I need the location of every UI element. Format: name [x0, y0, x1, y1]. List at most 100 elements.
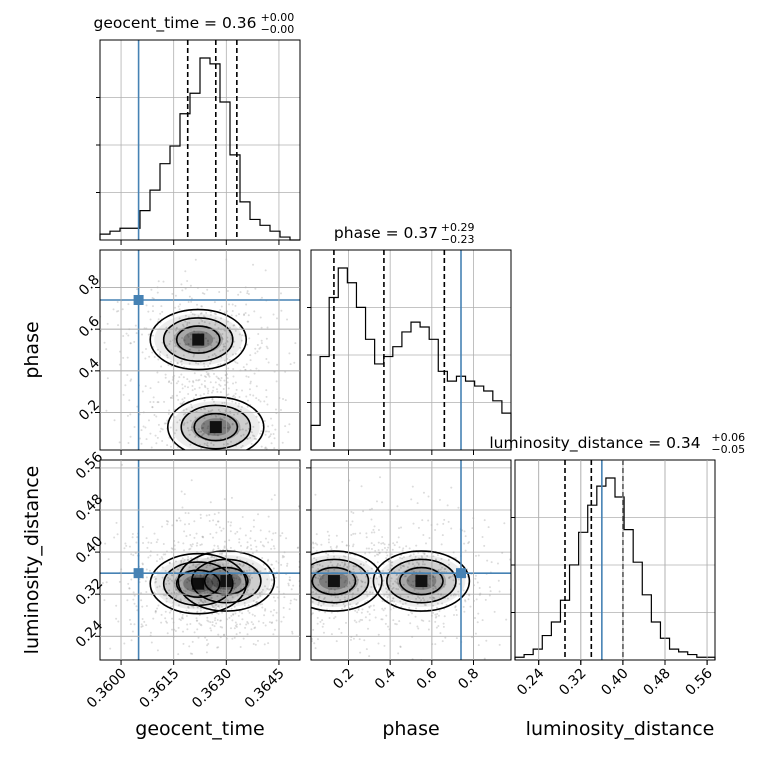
- scatter-point: [255, 397, 258, 400]
- scatter-point: [259, 529, 262, 532]
- scatter-point: [134, 552, 137, 555]
- scatter-point: [293, 534, 295, 536]
- scatter-point: [466, 575, 469, 578]
- scatter-point: [498, 643, 501, 646]
- scatter-point: [285, 590, 287, 592]
- scatter-point: [274, 576, 277, 579]
- scatter-point: [432, 596, 435, 599]
- scatter-point: [274, 408, 277, 411]
- scatter-point: [345, 575, 348, 578]
- scatter-point: [200, 430, 203, 433]
- scatter-point: [390, 577, 393, 580]
- scatter-point: [233, 605, 236, 608]
- scatter-point: [385, 587, 388, 590]
- scatter-point: [156, 348, 159, 351]
- scatter-point: [177, 653, 180, 656]
- scatter-point: [321, 565, 324, 568]
- scatter-point: [214, 604, 217, 607]
- scatter-point: [395, 574, 398, 577]
- scatter-point: [276, 586, 279, 589]
- scatter-point: [243, 455, 245, 457]
- scatter-point: [295, 605, 297, 607]
- scatter-point: [182, 413, 185, 416]
- scatter-point: [260, 326, 263, 329]
- scatter-point: [444, 636, 447, 639]
- scatter-point: [357, 608, 360, 611]
- scatter-point: [207, 342, 210, 345]
- scatter-point: [228, 326, 231, 329]
- scatter-point: [474, 577, 477, 580]
- scatter-point: [214, 453, 216, 455]
- scatter-point: [200, 408, 203, 411]
- scatter-point: [243, 483, 245, 485]
- contour-line: [149, 552, 248, 615]
- scatter-point: [221, 338, 224, 341]
- scatter-point: [259, 591, 262, 594]
- scatter-point: [315, 592, 318, 595]
- scatter-point: [230, 314, 233, 317]
- scatter-point: [295, 463, 297, 465]
- scatter-point: [200, 305, 203, 308]
- scatter-point: [261, 557, 264, 560]
- scatter-point: [454, 557, 457, 560]
- scatter-point: [432, 604, 435, 607]
- scatter-point: [335, 640, 338, 643]
- scatter-point: [171, 547, 174, 550]
- scatter-point: [201, 535, 204, 538]
- scatter-point: [226, 336, 229, 339]
- scatter-point: [216, 611, 219, 614]
- tick-label-x: 0.8: [455, 666, 482, 693]
- scatter-point: [286, 468, 288, 470]
- scatter-point: [202, 315, 205, 318]
- scatter-point: [241, 334, 244, 337]
- scatter-point: [314, 576, 317, 579]
- scatter-point: [129, 342, 132, 345]
- title-plus-error: +0.29: [441, 221, 475, 234]
- scatter-point: [432, 555, 435, 558]
- scatter-point: [296, 451, 298, 453]
- scatter-point: [128, 587, 131, 590]
- scatter-point: [206, 288, 209, 291]
- scatter-point: [190, 300, 193, 303]
- scatter-point: [223, 452, 225, 454]
- scatter-point: [168, 611, 171, 614]
- scatter-point: [295, 606, 297, 608]
- scatter-point: [329, 561, 332, 564]
- scatter-point: [206, 427, 209, 430]
- scatter-point: [344, 555, 347, 558]
- scatter-point: [231, 422, 234, 425]
- scatter-point: [375, 577, 378, 580]
- scatter-point: [206, 373, 209, 376]
- scatter-point: [214, 317, 217, 320]
- scatter-point: [243, 481, 245, 483]
- scatter-point: [164, 617, 167, 620]
- scatter-point: [343, 564, 346, 567]
- scatter-point: [219, 437, 222, 440]
- scatter-point: [186, 578, 189, 581]
- scatter-point: [249, 665, 251, 667]
- scatter-point: [238, 610, 241, 613]
- scatter-point: [474, 632, 477, 635]
- scatter-point: [230, 338, 233, 341]
- scatter-point: [252, 525, 255, 528]
- scatter-point: [260, 342, 263, 345]
- scatter-point: [177, 568, 180, 571]
- scatter-point: [275, 619, 278, 622]
- scatter-point: [396, 505, 399, 508]
- scatter-point: [145, 590, 148, 593]
- scatter-point: [443, 567, 446, 570]
- scatter-point: [233, 627, 236, 630]
- scatter-point: [170, 661, 172, 663]
- scatter-point: [375, 553, 378, 556]
- scatter-point: [390, 600, 393, 603]
- scatter-point: [335, 534, 338, 537]
- scatter-point: [256, 639, 259, 642]
- scatter-point: [179, 402, 182, 405]
- scatter-point: [122, 393, 125, 396]
- scatter-point: [207, 392, 210, 395]
- scatter-point: [145, 304, 148, 307]
- scatter-point: [467, 598, 470, 601]
- scatter-point: [423, 603, 426, 606]
- scatter-point: [203, 384, 206, 387]
- scatter-point: [358, 638, 361, 641]
